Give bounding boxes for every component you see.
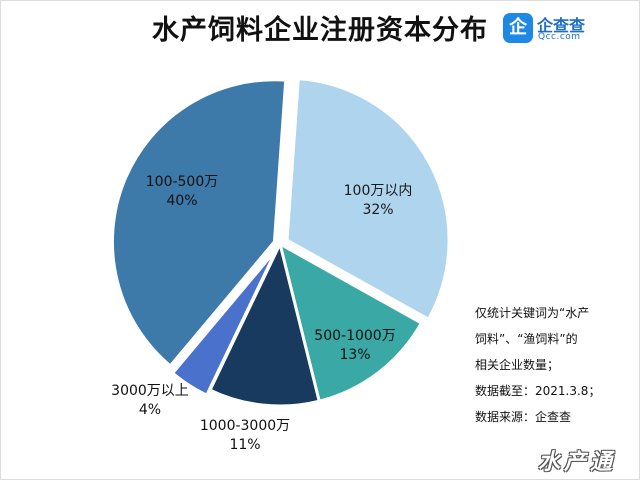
slice-percent-label: 40% bbox=[166, 193, 197, 209]
footnote-line: 饲料”、“渔饲料”的 bbox=[475, 332, 578, 346]
qcc-logo: 企 企查查 Qcc.com bbox=[503, 13, 613, 49]
pie-slice bbox=[208, 239, 322, 408]
chart-title: 水产饲料企业注册资本分布 bbox=[152, 15, 488, 46]
pie-slice bbox=[170, 248, 279, 398]
chart-footnote: 仅统计关键词为“水产 饲料”、“渔饲料”的 相关企业数量； 数据截至：2021.… bbox=[475, 300, 635, 430]
qcc-logo-icon: 企 bbox=[503, 13, 533, 43]
qcc-logo-domain: Qcc.com bbox=[538, 32, 581, 42]
footnote-line: 相关企业数量； bbox=[475, 358, 560, 372]
footnote-line: 数据来源：企查查 bbox=[475, 410, 572, 424]
watermark-text: 水产通 bbox=[538, 450, 617, 475]
footnote-line: 数据截至：2021.3.8； bbox=[475, 384, 601, 398]
pie-slice bbox=[277, 240, 424, 404]
slice-percent-label: 4% bbox=[139, 402, 161, 418]
pie-slice bbox=[111, 78, 288, 368]
qcc-logo-name: 企查查 bbox=[537, 16, 586, 35]
slice-percent-label: 13% bbox=[339, 347, 370, 363]
slice-label: 100万以内 bbox=[344, 183, 413, 199]
slice-percent-label: 11% bbox=[229, 437, 260, 453]
slice-label: 1000-3000万 bbox=[200, 418, 290, 434]
slice-percent-label: 32% bbox=[362, 202, 393, 218]
slice-label: 100-500万 bbox=[146, 174, 219, 190]
footnote-line: 仅统计关键词为“水产 bbox=[475, 306, 590, 320]
pie-slice bbox=[285, 76, 451, 322]
slice-label: 500-1000万 bbox=[314, 328, 395, 344]
slice-label: 3000万以上 bbox=[111, 383, 189, 399]
